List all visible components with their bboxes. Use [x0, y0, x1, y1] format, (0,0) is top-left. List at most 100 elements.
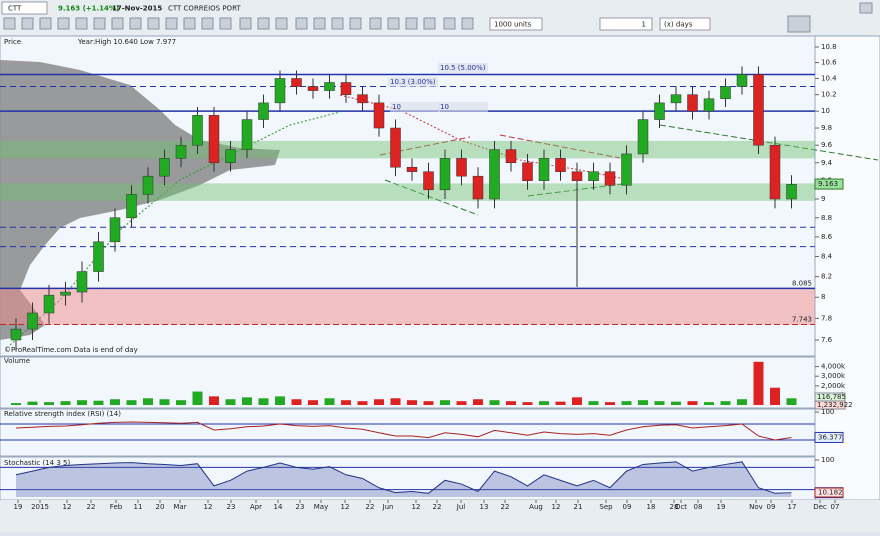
volume-bar: [654, 401, 665, 405]
volume-bar: [242, 397, 252, 405]
units-box[interactable]: [489, 17, 543, 31]
x-tick-label: 17: [788, 503, 797, 511]
volume-bar: [737, 399, 747, 405]
volume-bar: [176, 400, 186, 405]
y-tick-label: 9.4: [821, 159, 833, 167]
volume-bar: [225, 399, 236, 405]
candle-body: [109, 217, 121, 243]
volume-bar: [374, 399, 384, 405]
quote: 9.163 (+1.14%): [58, 5, 119, 13]
volume-badge: 116,785: [817, 393, 846, 401]
x-tick-label: 12: [552, 503, 561, 511]
x-tick-label: Jun: [382, 503, 394, 511]
candle-body: [472, 175, 484, 200]
volume-bar: [555, 401, 566, 405]
x-tick-label: 19: [14, 503, 23, 511]
volume-profile: [0, 60, 280, 340]
y-tick-label: 4,000k: [821, 363, 846, 371]
stoch-d-label: 10.182: [818, 489, 843, 497]
y-tick-label: 9.8: [821, 124, 832, 132]
candle-body: [406, 166, 418, 172]
candle-body: [505, 149, 517, 164]
date: 17-Nov-2015: [112, 5, 162, 13]
volume-bar: [605, 402, 615, 405]
candle-body: [489, 149, 500, 200]
volume-bar: [539, 401, 549, 405]
volume-bar: [258, 398, 269, 405]
candle-body: [423, 171, 434, 191]
period-box[interactable]: [599, 17, 653, 31]
candle-body: [225, 149, 236, 164]
x-tick-label: 08: [694, 503, 703, 511]
x-tick-label: 22: [501, 503, 510, 511]
volume-bar: [209, 396, 219, 405]
stoch-area: [16, 461, 792, 497]
volume-bar: [522, 402, 533, 405]
volume-bar: [704, 402, 714, 405]
y-tick-label: 9.6: [821, 141, 833, 149]
rsi-line: [15, 421, 792, 441]
target-label: 10: [392, 103, 401, 111]
trendline-green: [384, 179, 479, 216]
x-tick-label: Sep: [599, 503, 613, 511]
x-tick-label: 12: [341, 503, 350, 511]
candle-body: [621, 153, 632, 186]
volume-bar: [423, 401, 434, 405]
candle-body: [522, 162, 533, 181]
x-tick-label: Nov: [749, 503, 763, 511]
volume-bar: [341, 400, 351, 405]
x-tick-label: 09: [767, 503, 776, 511]
volume-bar: [770, 387, 780, 405]
volume-bar: [671, 401, 681, 405]
volume-bar: [192, 391, 203, 405]
y-tick-label: 100: [821, 408, 834, 416]
volume-bar: [27, 401, 38, 405]
target-label: 10.5 (5.00%): [440, 64, 486, 72]
y-tick-label: 8.2: [821, 273, 832, 281]
y-tick-label: 10.2: [821, 91, 837, 99]
candle-body: [373, 102, 385, 129]
volume-bar: [308, 400, 318, 405]
support-band: [0, 183, 815, 201]
candle-body: [307, 86, 319, 91]
x-tick-label: Mar: [173, 503, 186, 511]
value-box: [814, 431, 844, 443]
y-tick-label: 3,000k: [821, 372, 846, 380]
target-zone: [390, 102, 440, 112]
volume-bar: [588, 401, 599, 405]
candle-body: [687, 94, 698, 112]
volume-bar: [44, 402, 54, 405]
candle-body: [786, 184, 797, 200]
candle-body: [555, 158, 566, 172]
x-tick-label: Feb: [110, 503, 123, 511]
volume-bar: [638, 400, 648, 405]
trendline: [499, 134, 621, 159]
x-tick-label: 19: [717, 503, 726, 511]
y-tick-label: 2,000k: [821, 382, 846, 390]
x-tick-label: 28: [670, 503, 679, 511]
candle-body: [43, 294, 55, 314]
candle-body: [241, 119, 253, 150]
x-tick-label: 21: [574, 503, 583, 511]
x-tick-label: 12: [63, 503, 72, 511]
x-tick-label: 23: [227, 503, 236, 511]
target-label: 10: [440, 103, 449, 111]
period: 1: [642, 21, 646, 29]
x-tick-label: Dec: [813, 503, 827, 511]
symbol-box[interactable]: [1, 1, 48, 15]
y-tick-label: 9: [821, 195, 825, 203]
volume-bar: [291, 399, 302, 405]
period-unit-box[interactable]: [659, 17, 711, 31]
candle-body: [27, 312, 38, 330]
candle-body: [340, 82, 352, 95]
x-tick-label: 22: [366, 503, 375, 511]
y-tick-label: 10.6: [821, 59, 837, 67]
toolbar: [0, 0, 880, 35]
candle-body: [126, 194, 137, 219]
candle-body: [274, 78, 286, 104]
volume-bar: [440, 400, 450, 405]
tool-icons[interactable]: [3, 2, 873, 33]
volume-bar: [159, 399, 170, 405]
y-tick-label: 8.8: [821, 214, 832, 222]
